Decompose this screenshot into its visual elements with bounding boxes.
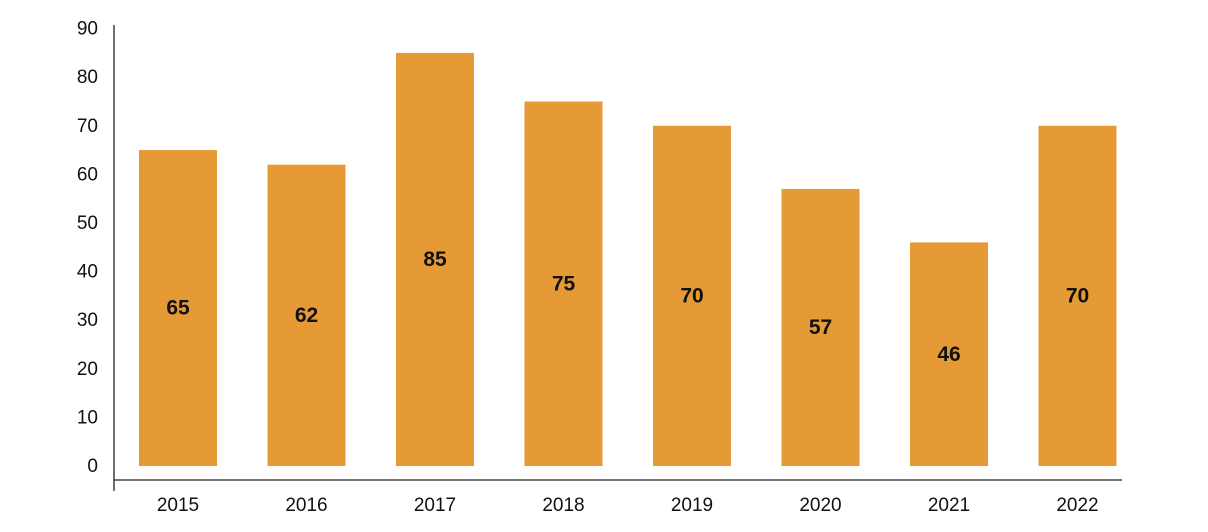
x-tick-label: 2018 xyxy=(542,495,584,516)
bar-2022 xyxy=(1038,125,1117,467)
data-label: 70 xyxy=(680,284,703,307)
data-label: 46 xyxy=(937,343,960,366)
x-tick-label: 2016 xyxy=(285,495,327,516)
y-tick-label: 50 xyxy=(77,213,98,234)
data-label: 62 xyxy=(295,304,318,327)
bar-2018 xyxy=(524,101,603,466)
y-tick-label: 80 xyxy=(77,67,98,88)
x-tick-label: 2021 xyxy=(928,495,970,516)
y-tick-label: 20 xyxy=(77,359,98,380)
data-label: 57 xyxy=(809,316,832,339)
bar-2019 xyxy=(653,125,731,467)
y-tick-label: 90 xyxy=(77,19,98,40)
y-tick-label: 60 xyxy=(77,164,98,185)
x-tick-label: 2017 xyxy=(414,495,456,516)
data-label: 75 xyxy=(552,272,576,295)
bar-2015 xyxy=(139,150,217,466)
x-tick-label: 2019 xyxy=(671,495,713,516)
bar-2017 xyxy=(396,52,474,467)
bar-2020 xyxy=(781,188,860,467)
y-tick-label: 30 xyxy=(77,310,98,331)
y-tick-label: 0 xyxy=(87,456,98,477)
y-tick-label: 40 xyxy=(77,262,98,283)
x-tick-label: 2022 xyxy=(1056,495,1098,516)
bar-2021 xyxy=(910,242,988,466)
data-label: 70 xyxy=(1066,284,1089,307)
y-tick-label: 70 xyxy=(77,116,98,137)
data-label: 85 xyxy=(423,248,447,271)
x-tick-label: 2015 xyxy=(157,495,199,516)
y-tick-label: 10 xyxy=(77,407,98,428)
data-label: 65 xyxy=(166,297,190,320)
bar-2016 xyxy=(267,164,346,466)
x-tick-label: 2020 xyxy=(799,495,841,516)
